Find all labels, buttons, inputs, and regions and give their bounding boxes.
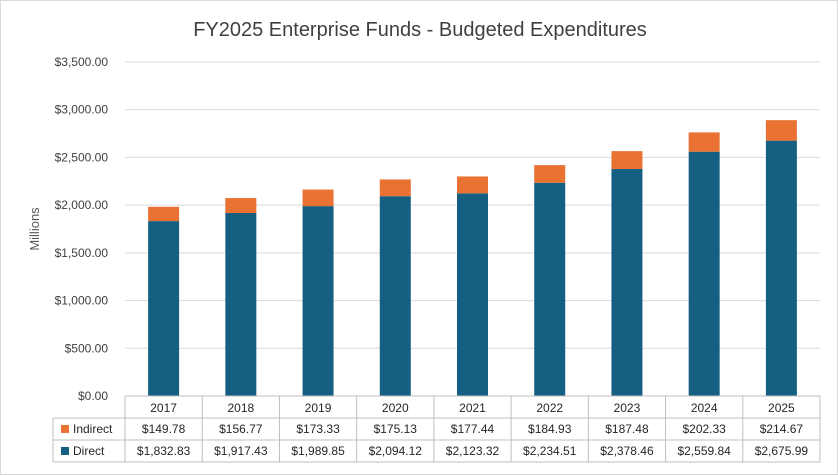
- legend-label-direct: Direct: [73, 444, 105, 458]
- data-label-direct: $2,675.99: [755, 444, 809, 458]
- bar-indirect-2018: [225, 198, 257, 214]
- bar-indirect-2020: [379, 179, 411, 197]
- data-label-indirect: $149.78: [142, 422, 186, 436]
- bar-indirect-2024: [688, 132, 720, 152]
- y-tick-label: $1,000.00: [55, 294, 109, 308]
- bar-direct-2020: [379, 196, 411, 396]
- x-tick-label: 2024: [691, 401, 718, 415]
- data-label-direct: $2,234.51: [523, 444, 577, 458]
- bars: [148, 120, 797, 396]
- x-tick-label: 2019: [305, 401, 332, 415]
- legend-label-indirect: Indirect: [73, 422, 113, 436]
- x-tick-label: 2018: [227, 401, 254, 415]
- x-tick-label: 2023: [614, 401, 641, 415]
- data-label-direct: $1,989.85: [291, 444, 345, 458]
- y-tick-label: $0.00: [78, 389, 108, 403]
- bar-indirect-2022: [534, 165, 566, 183]
- bar-direct-2018: [225, 213, 257, 396]
- legend-key-indirect: [61, 425, 69, 433]
- data-label-direct: $1,832.83: [137, 444, 191, 458]
- legend-key-direct: [61, 447, 69, 455]
- bar-indirect-2017: [148, 206, 180, 222]
- bar-indirect-2025: [765, 120, 797, 141]
- data-label-indirect: $202.33: [682, 422, 726, 436]
- bar-direct-2022: [534, 182, 566, 396]
- y-tick-label: $2,000.00: [55, 198, 109, 212]
- data-label-indirect: $156.77: [219, 422, 263, 436]
- y-tick-label: $3,000.00: [55, 103, 109, 117]
- data-label-indirect: $187.48: [605, 422, 649, 436]
- data-label-indirect: $214.67: [760, 422, 804, 436]
- bar-direct-2019: [302, 206, 334, 396]
- bar-indirect-2021: [457, 176, 488, 194]
- chart-title: FY2025 Enterprise Funds - Budgeted Expen…: [193, 19, 647, 41]
- x-tick-label: 2025: [768, 401, 795, 415]
- x-tick-label: 2020: [382, 401, 409, 415]
- x-tick-label: 2021: [459, 401, 486, 415]
- x-tick-label: 2017: [150, 401, 177, 415]
- data-label-direct: $2,378.46: [600, 444, 654, 458]
- y-tick-label: $500.00: [65, 341, 109, 355]
- bar-indirect-2023: [611, 151, 643, 170]
- bar-direct-2023: [611, 169, 643, 396]
- y-tick-label: $1,500.00: [55, 246, 109, 260]
- bar-direct-2017: [148, 221, 180, 396]
- bar-indirect-2019: [302, 189, 334, 207]
- data-label-direct: $2,559.84: [677, 444, 731, 458]
- bar-direct-2025: [765, 140, 797, 396]
- y-axis-label: Millions: [27, 207, 42, 251]
- bar-direct-2021: [457, 193, 488, 396]
- data-label-indirect: $177.44: [451, 422, 495, 436]
- data-label-direct: $1,917.43: [214, 444, 268, 458]
- data-label-direct: $2,123.32: [446, 444, 500, 458]
- bar-direct-2024: [688, 151, 720, 396]
- data-label-indirect: $184.93: [528, 422, 572, 436]
- y-axis-ticks: $0.00 $500.00 $1,000.00 $1,500.00 $2,000.00 $…: [55, 55, 109, 403]
- x-tick-label: 2022: [536, 401, 563, 415]
- data-table: 2017 2018 2019 2020 2021 2022 2023 2024 2025 Indi…: [52, 395, 821, 463]
- data-label-indirect: $175.13: [374, 422, 418, 436]
- y-tick-label: $3,500.00: [55, 55, 109, 69]
- data-label-direct: $2,094.12: [369, 444, 423, 458]
- y-tick-label: $2,500.00: [55, 150, 109, 164]
- data-label-indirect: $173.33: [296, 422, 340, 436]
